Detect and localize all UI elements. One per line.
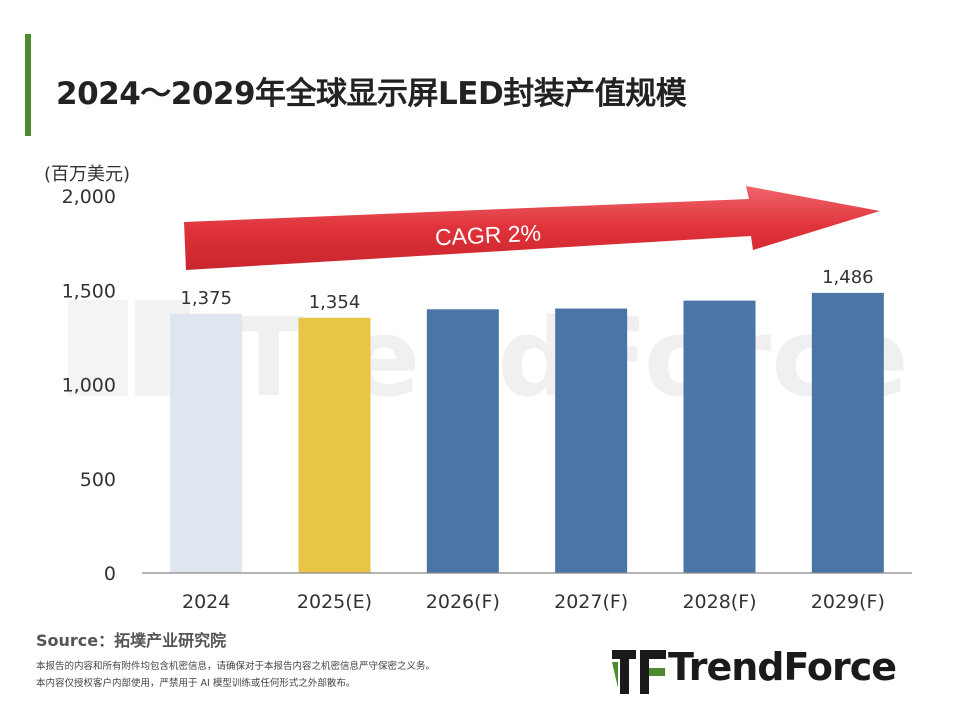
x-tick-label: 2024 xyxy=(182,591,230,613)
bar xyxy=(298,317,371,573)
source-note: Source：拓墣产业研究院 xyxy=(36,631,227,650)
bar xyxy=(170,313,243,573)
y-tick-label: 500 xyxy=(80,469,116,491)
x-tick-label: 2025(E) xyxy=(297,591,372,613)
bar xyxy=(426,309,499,573)
y-tick-label: 2,000 xyxy=(62,186,116,208)
x-tick-label: 2029(F) xyxy=(811,591,885,613)
bar xyxy=(683,300,756,573)
page-title: 2024～2029年全球显示屏LED封装产值规模 xyxy=(56,76,687,112)
x-tick-label: 2027(F) xyxy=(554,591,628,613)
data-label: 1,375 xyxy=(180,288,232,309)
bar xyxy=(811,292,884,573)
data-label: 1,354 xyxy=(309,292,361,313)
cagr-arrow: CAGR 2% xyxy=(184,186,880,270)
cagr-label: CAGR 2% xyxy=(434,220,541,251)
logo-text: TrendForce xyxy=(668,645,897,689)
y-tick-label: 0 xyxy=(104,563,116,585)
x-tick-label: 2028(F) xyxy=(682,591,756,613)
x-tick-label: 2026(F) xyxy=(426,591,500,613)
data-label: 1,486 xyxy=(822,267,874,288)
bar xyxy=(555,308,628,573)
disclaimer-line-2: 本内容仅授权客户内部使用，严禁用于 AI 模型训练或任何形式之外部散布。 xyxy=(36,678,356,689)
disclaimer-line-1: 本报告的内容和所有附件均包含机密信息，请确保对于本报告内容之机密信息严守保密之义… xyxy=(36,661,436,672)
y-tick-label: 1,000 xyxy=(62,375,116,397)
y-axis-unit: (百万美元) xyxy=(44,164,131,185)
y-tick-label: 1,500 xyxy=(62,280,116,302)
title-accent-bar xyxy=(25,34,31,136)
trendforce-logo-icon xyxy=(612,650,666,694)
